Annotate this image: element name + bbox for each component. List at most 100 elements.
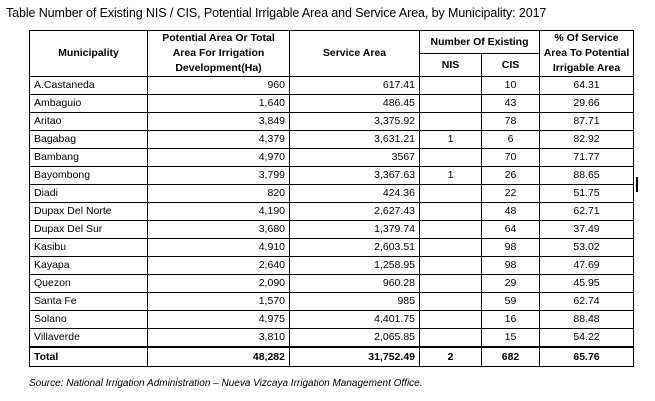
cell-percent: 88.65: [539, 166, 635, 185]
cell-service: 2,627.43: [289, 202, 420, 221]
cell-service: 1,379.74: [289, 220, 420, 239]
cell-percent: 53.02: [539, 238, 635, 257]
cell-service: 2,603.51: [289, 238, 420, 257]
cell-percent: 64.31: [539, 76, 635, 95]
table-row: Ambaguio 1,640 486.45 43 29.66: [29, 94, 635, 113]
cell-municipality: Dupax Del Sur: [29, 220, 148, 239]
cell-potential: 3,810: [147, 328, 290, 348]
cell-nis: [419, 184, 482, 203]
source-note: Source: National Irrigation Administrati…: [29, 378, 423, 389]
cell-potential: 4,975: [147, 310, 290, 329]
cell-municipality: Aritao: [29, 112, 148, 131]
cell-nis: [419, 274, 482, 293]
cell-percent: 54.22: [539, 328, 635, 348]
cell-municipality: Bambang: [29, 148, 148, 167]
table-row: Kasibu 4,910 2,603.51 98 53.02: [29, 238, 635, 257]
cell-percent: 62.74: [539, 292, 635, 311]
cell-cis: 78: [480, 112, 541, 131]
cell-percent: 37.49: [539, 220, 635, 239]
cell-service: 424.36: [289, 184, 420, 203]
cell-service: 3,367.63: [289, 166, 420, 185]
cell-cis: 98: [480, 256, 541, 275]
table-row: Bagabag 4,379 3,631.21 1 6 82.92: [29, 130, 635, 149]
total-potential: 48,282: [147, 346, 290, 367]
table-row: Bambang 4,970 3567 70 71.77: [29, 148, 635, 167]
cell-nis: [419, 202, 482, 221]
cell-nis: [419, 238, 482, 257]
cell-municipality: Quezon: [29, 274, 148, 293]
cell-municipality: Santa Fe: [29, 292, 148, 311]
cell-cis: 43: [480, 94, 541, 113]
cell-percent: 88.48: [539, 310, 635, 329]
cell-nis: [419, 94, 482, 113]
cell-municipality: Diadi: [29, 184, 148, 203]
cell-cis: 29: [480, 274, 541, 293]
cell-cis: 26: [480, 166, 541, 185]
table-title: Table Number of Existing NIS / CIS, Pote…: [6, 6, 547, 20]
cell-potential: 1,640: [147, 94, 290, 113]
cell-potential: 4,379: [147, 130, 290, 149]
total-service: 31,752.49: [289, 346, 420, 367]
table-row: Kayapa 2,640 1,258.95 98 47.69: [29, 256, 635, 275]
cell-cis: 6: [480, 130, 541, 149]
cell-municipality: Solano: [29, 310, 148, 329]
cell-service: 985: [289, 292, 420, 311]
cell-potential: 4,190: [147, 202, 290, 221]
table-row: Bayombong 3,799 3,367.63 1 26 88.65: [29, 166, 635, 185]
total-label: Total: [29, 346, 148, 367]
cell-cis: 10: [480, 76, 541, 95]
cell-percent: 45.95: [539, 274, 635, 293]
cell-nis: 1: [419, 166, 482, 185]
cell-municipality: Dupax Del Norte: [29, 202, 148, 221]
cell-potential: 3,680: [147, 220, 290, 239]
cell-service: 960.28: [289, 274, 420, 293]
cell-percent: 87.71: [539, 112, 635, 131]
cell-percent: 51.75: [539, 184, 635, 203]
cell-service: 4,401.75: [289, 310, 420, 329]
table-row: Dupax Del Norte 4,190 2,627.43 48 62.71: [29, 202, 635, 221]
text-cursor: [636, 177, 638, 192]
header-potential-area: Potential Area Or Total Area For Irrigat…: [147, 30, 290, 77]
cell-potential: 4,910: [147, 238, 290, 257]
table-row: Villaverde 3,810 2,065.85 15 54.22: [29, 328, 635, 348]
header-service-area: Service Area: [289, 30, 420, 77]
cell-cis: 16: [480, 310, 541, 329]
cell-cis: 64: [480, 220, 541, 239]
cell-potential: 960: [147, 76, 290, 95]
cell-municipality: Kasibu: [29, 238, 148, 257]
cell-nis: 1: [419, 130, 482, 149]
cell-percent: 82.92: [539, 130, 635, 149]
cell-municipality: Bayombong: [29, 166, 148, 185]
cell-nis: [419, 256, 482, 275]
cell-nis: [419, 148, 482, 167]
total-percent: 65.76: [539, 346, 635, 367]
cell-cis: 15: [480, 328, 541, 348]
header-percent: % Of Service Area To Potential Irrigable…: [539, 30, 635, 77]
header-number-existing: Number Of Existing: [418, 30, 541, 54]
cell-percent: 29.66: [539, 94, 635, 113]
cell-potential: 3,799: [147, 166, 290, 185]
cell-cis: 48: [480, 202, 541, 221]
cell-nis: [419, 310, 482, 329]
cell-municipality: Bagabag: [29, 130, 148, 149]
total-cis: 682: [480, 346, 541, 367]
cell-cis: 98: [480, 238, 541, 257]
table-row: Diadi 820 424.36 22 51.75: [29, 184, 635, 203]
cell-potential: 2,090: [147, 274, 290, 293]
cell-service: 3,631.21: [289, 130, 420, 149]
cell-service: 486.45: [289, 94, 420, 113]
cell-nis: [419, 76, 482, 95]
cell-potential: 820: [147, 184, 290, 203]
cell-cis: 59: [480, 292, 541, 311]
cell-potential: 3,849: [147, 112, 290, 131]
table-row: Santa Fe 1,570 985 59 62.74: [29, 292, 635, 311]
cell-municipality: Villaverde: [29, 328, 148, 348]
cell-potential: 2,640: [147, 256, 290, 275]
cell-cis: 22: [480, 184, 541, 203]
cell-nis: [419, 112, 482, 131]
header-nis: NIS: [419, 53, 482, 77]
table-row: Dupax Del Sur 3,680 1,379.74 64 37.49: [29, 220, 635, 239]
cell-service: 617.41: [289, 76, 420, 95]
cell-service: 3,375.92: [289, 112, 420, 131]
cell-service: 2,065.85: [289, 328, 420, 348]
